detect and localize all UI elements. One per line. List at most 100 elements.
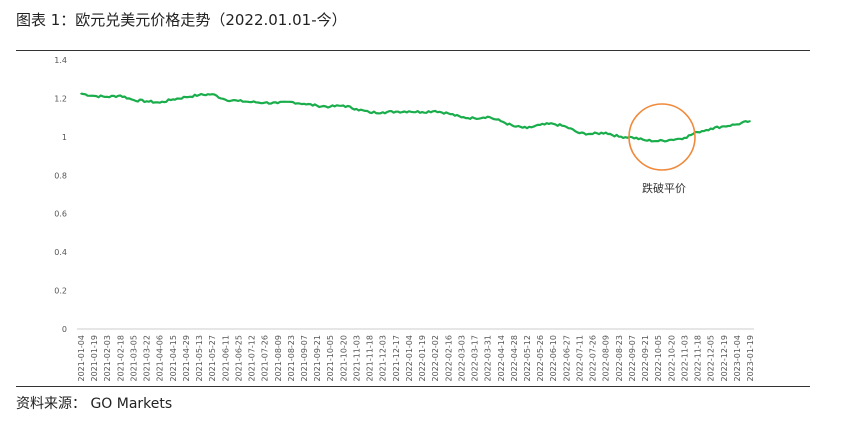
data-point (749, 120, 751, 122)
data-point (132, 99, 135, 101)
x-tick-label: 2021-05-13 (195, 335, 204, 382)
data-point (395, 110, 397, 113)
x-tick-label: 2023-01-04 (733, 335, 742, 382)
x-tick-label: 2021-11-03 (352, 335, 361, 382)
x-tick-label: 2022-05-12 (523, 335, 532, 382)
x-tick-label: 2022-06-27 (562, 335, 571, 382)
data-point (696, 131, 699, 133)
y-tick-label: 1 (62, 133, 67, 142)
annotation-label: 跌破平价 (642, 181, 686, 195)
data-point (329, 105, 332, 108)
y-tick-label: 0.2 (54, 287, 67, 296)
y-tick-label: 0.4 (54, 248, 67, 257)
x-tick-label: 2022-07-11 (575, 335, 584, 382)
data-point (93, 95, 95, 97)
top-divider (16, 50, 810, 51)
data-point (631, 136, 633, 139)
x-tick-label: 2021-06-25 (234, 335, 243, 382)
data-point (486, 115, 489, 118)
x-tick-label: 2021-04-29 (182, 335, 191, 382)
data-point (355, 108, 358, 110)
data-point (172, 98, 174, 101)
data-point (460, 116, 463, 119)
x-axis: 2021-01-04 2021-01-19 2021-02-03 2021-02-18… (77, 328, 755, 382)
data-point (421, 111, 423, 113)
x-tick-label: 2022-01-19 (418, 335, 427, 382)
x-tick-label: 2021-02-18 (116, 335, 125, 382)
data-point (80, 92, 82, 95)
x-tick-label: 2022-12-19 (720, 335, 729, 382)
x-tick-label: 2021-07-26 (261, 335, 270, 382)
x-tick-label: 2021-01-04 (77, 335, 86, 382)
annotation-circle (628, 103, 696, 171)
data-point (342, 104, 345, 107)
data-point (591, 133, 594, 135)
data-point (119, 94, 122, 97)
data-point (303, 103, 305, 105)
data-point (604, 131, 607, 134)
data-point (434, 110, 436, 112)
x-tick-label: 2021-10-05 (326, 335, 335, 382)
x-tick-label: 2021-03-05 (129, 335, 138, 382)
x-tick-label: 2022-08-23 (615, 335, 624, 382)
x-tick-label: 2022-04-14 (497, 335, 506, 382)
x-tick-label: 2021-02-03 (103, 335, 112, 382)
data-point (644, 139, 646, 142)
data-point (552, 122, 555, 125)
x-tick-label: 2021-04-06 (156, 335, 165, 382)
data-point (618, 135, 620, 138)
x-tick-label: 2022-09-21 (641, 335, 650, 382)
y-tick-label: 0.8 (54, 171, 67, 180)
x-tick-label: 2022-02-16 (444, 335, 453, 382)
data-point (578, 132, 581, 135)
x-tick-label: 2022-01-04 (405, 335, 414, 382)
data-point (657, 140, 659, 142)
data-point (447, 112, 450, 115)
data-point (499, 120, 502, 122)
data-point (539, 124, 541, 126)
data-point (565, 126, 568, 128)
data-point (106, 96, 109, 98)
data-point (158, 101, 161, 104)
source-note: 资料来源： GO Markets (16, 396, 173, 412)
x-tick-label: 2021-05-27 (208, 335, 217, 382)
x-tick-label: 2022-12-05 (707, 335, 716, 382)
data-point (211, 93, 213, 96)
x-tick-label: 2022-04-28 (510, 335, 519, 382)
series-line (80, 92, 751, 143)
data-point (709, 127, 712, 130)
x-tick-label: 2022-08-09 (602, 335, 611, 382)
y-tick-label: 1.4 (54, 56, 67, 65)
data-point (368, 111, 371, 114)
plot-area (80, 92, 751, 143)
data-point (670, 138, 673, 141)
data-point (526, 127, 528, 130)
x-tick-label: 2021-04-15 (169, 335, 178, 382)
x-tick-label: 2022-07-26 (589, 335, 598, 382)
x-tick-label: 2022-09-07 (628, 335, 637, 382)
bottom-divider (16, 386, 810, 387)
x-tick-label: 2021-12-17 (392, 335, 401, 382)
data-point (408, 110, 410, 113)
x-tick-label: 2021-06-11 (221, 335, 230, 382)
annotation-group: 跌破平价 (628, 103, 696, 195)
x-tick-label: 2022-03-17 (471, 335, 480, 382)
data-point (198, 94, 200, 96)
data-point (145, 100, 148, 103)
data-point (224, 98, 227, 101)
data-point (736, 123, 738, 126)
x-tick-label: 2022-03-31 (484, 335, 493, 382)
x-tick-label: 2021-07-12 (248, 335, 257, 382)
data-point (513, 125, 515, 128)
x-tick-label: 2021-12-03 (379, 335, 388, 382)
x-tick-label: 2023-01-19 (746, 335, 755, 382)
x-tick-label: 2021-08-23 (287, 335, 296, 382)
data-point (276, 102, 279, 105)
data-point (381, 111, 384, 114)
x-tick-label: 2021-08-09 (274, 335, 283, 382)
x-tick-label: 2021-09-07 (300, 335, 309, 382)
data-point (290, 101, 292, 103)
x-tick-label: 2021-10-20 (339, 335, 348, 382)
